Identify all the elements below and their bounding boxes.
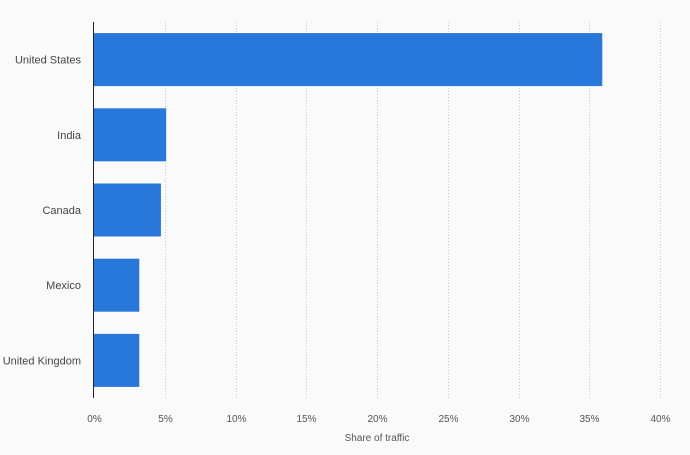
bar[interactable] [94,33,603,87]
x-tick-label: 40% [650,414,670,425]
bars [94,33,603,387]
x-tick-label: 25% [438,414,458,425]
bar[interactable] [94,108,167,162]
x-tick-label: 0% [87,414,102,425]
category-label: United States [15,55,82,67]
x-tick-label: 15% [296,414,316,425]
category-label: United Kingdom [3,355,81,367]
bar[interactable] [94,333,140,387]
bar[interactable] [94,183,161,237]
category-label: India [57,130,82,142]
x-tick-label: 10% [226,414,246,425]
x-tick-labels: 0% 5% 10% 15% 20% 25% 30% 35% 40% [87,414,670,425]
bar[interactable] [94,258,140,312]
category-label: Mexico [46,280,81,292]
category-label: Canada [42,205,81,217]
x-tick-label: 20% [367,414,387,425]
x-axis-title: Share of traffic [345,433,410,444]
x-tick-label: 30% [509,414,529,425]
x-tick-label: 35% [579,414,599,425]
category-labels: United States India Canada Mexico United Kin… [3,55,82,368]
x-tick-label: 5% [158,414,173,425]
